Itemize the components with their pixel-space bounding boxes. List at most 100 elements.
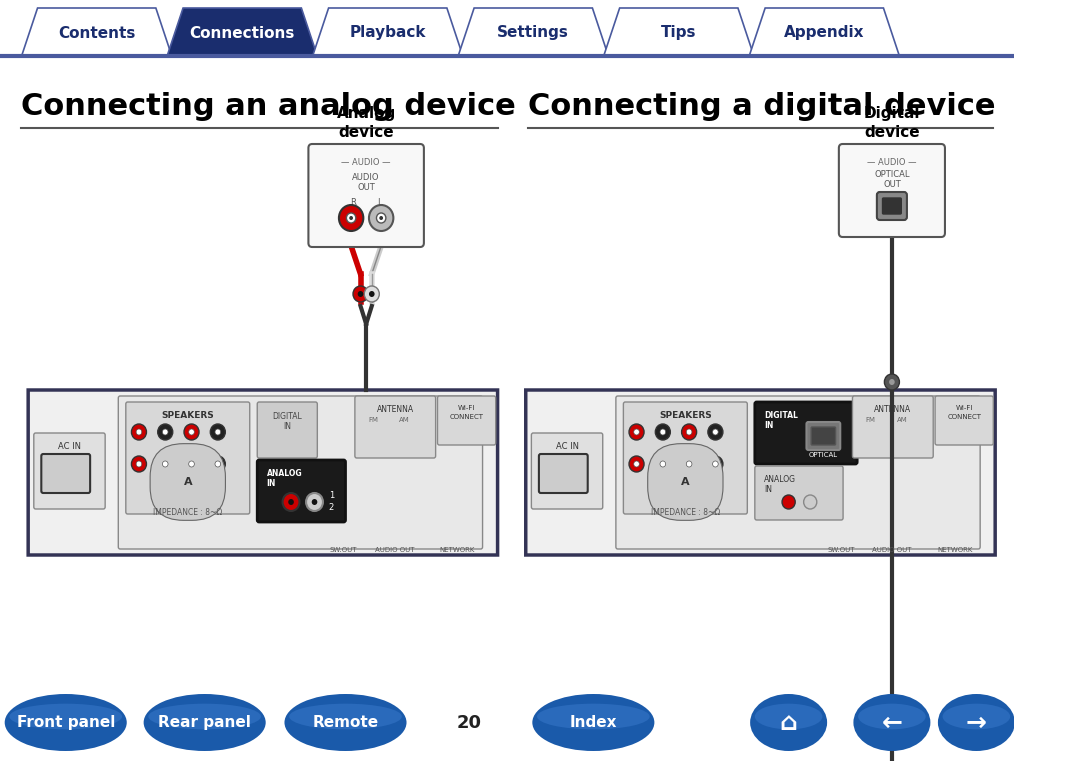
Text: IMPEDANCE : 8~Ω: IMPEDANCE : 8~Ω [153, 508, 222, 517]
Text: 2: 2 [328, 504, 334, 512]
Ellipse shape [289, 704, 402, 729]
Text: ANTENNA: ANTENNA [377, 405, 414, 414]
Circle shape [707, 424, 723, 440]
Circle shape [162, 429, 168, 435]
Text: ⌂: ⌂ [780, 711, 797, 734]
FancyBboxPatch shape [33, 433, 105, 509]
Text: IN: IN [765, 421, 773, 430]
Circle shape [634, 429, 639, 435]
Polygon shape [167, 8, 318, 56]
Circle shape [681, 456, 697, 472]
Text: Contents: Contents [58, 26, 135, 40]
Text: AM: AM [399, 417, 409, 423]
Text: IMPEDANCE : 8~Ω: IMPEDANCE : 8~Ω [651, 508, 720, 517]
Polygon shape [312, 8, 463, 56]
Text: SPEAKERS: SPEAKERS [161, 411, 214, 420]
Ellipse shape [148, 704, 261, 729]
Circle shape [713, 461, 718, 467]
FancyBboxPatch shape [526, 390, 995, 555]
Text: Playback: Playback [350, 26, 426, 40]
Text: Remote: Remote [312, 715, 379, 730]
FancyBboxPatch shape [882, 198, 902, 214]
Circle shape [349, 216, 353, 220]
FancyBboxPatch shape [437, 396, 496, 445]
FancyBboxPatch shape [531, 433, 603, 509]
Text: AUDIO: AUDIO [352, 173, 380, 182]
Circle shape [136, 429, 141, 435]
Ellipse shape [4, 694, 126, 751]
Text: CONNECT: CONNECT [947, 414, 982, 420]
FancyBboxPatch shape [623, 402, 747, 514]
Text: IN: IN [765, 485, 772, 494]
Circle shape [656, 456, 671, 472]
FancyBboxPatch shape [257, 460, 346, 522]
Ellipse shape [937, 694, 1015, 751]
Circle shape [629, 456, 644, 472]
FancyBboxPatch shape [755, 466, 843, 520]
Ellipse shape [532, 694, 654, 751]
Circle shape [162, 461, 168, 467]
Text: — AUDIO —: — AUDIO — [867, 158, 917, 167]
Circle shape [306, 493, 323, 511]
Ellipse shape [144, 694, 266, 751]
Text: AC IN: AC IN [58, 442, 81, 451]
Text: Appendix: Appendix [784, 26, 865, 40]
Circle shape [885, 374, 900, 390]
Text: ANTENNA: ANTENNA [875, 405, 912, 414]
Circle shape [158, 424, 173, 440]
Text: OUT: OUT [883, 180, 901, 189]
Text: AC IN: AC IN [555, 442, 579, 451]
Text: SPEAKERS: SPEAKERS [659, 411, 712, 420]
Circle shape [634, 461, 639, 467]
Text: 20: 20 [457, 714, 482, 731]
FancyBboxPatch shape [839, 144, 945, 237]
Text: IN: IN [283, 422, 292, 431]
Text: WI-FI: WI-FI [956, 405, 973, 411]
Circle shape [357, 291, 363, 297]
Circle shape [211, 456, 226, 472]
FancyBboxPatch shape [119, 396, 483, 549]
Circle shape [339, 205, 363, 231]
Text: — AUDIO —: — AUDIO — [341, 158, 391, 167]
Text: Digital
device: Digital device [864, 107, 920, 140]
Circle shape [132, 456, 147, 472]
Circle shape [686, 429, 692, 435]
Text: OPTICAL: OPTICAL [809, 452, 838, 458]
FancyBboxPatch shape [309, 144, 423, 247]
Text: AM: AM [896, 417, 907, 423]
Text: A: A [681, 477, 690, 487]
FancyBboxPatch shape [755, 402, 858, 464]
Ellipse shape [853, 694, 930, 751]
Text: OUT: OUT [357, 183, 375, 192]
Circle shape [707, 456, 723, 472]
Text: Connecting a digital device: Connecting a digital device [528, 92, 995, 121]
FancyBboxPatch shape [616, 396, 981, 549]
Circle shape [369, 205, 393, 231]
Text: AUDIO OUT: AUDIO OUT [375, 547, 414, 553]
Circle shape [189, 461, 194, 467]
Text: Analog
device: Analog device [337, 107, 395, 140]
Circle shape [215, 429, 220, 435]
Ellipse shape [755, 704, 823, 729]
Circle shape [283, 493, 299, 511]
Circle shape [288, 499, 294, 505]
FancyBboxPatch shape [355, 396, 435, 458]
Circle shape [136, 461, 141, 467]
Circle shape [347, 213, 355, 223]
Text: →: → [966, 711, 987, 734]
Ellipse shape [859, 704, 926, 729]
Ellipse shape [943, 704, 1010, 729]
Ellipse shape [751, 694, 827, 751]
Text: ←: ← [881, 711, 903, 734]
Circle shape [629, 424, 644, 440]
Circle shape [312, 499, 318, 505]
Text: IN: IN [267, 479, 276, 488]
Text: 1: 1 [328, 492, 334, 501]
FancyBboxPatch shape [125, 402, 249, 514]
Text: ANALOG: ANALOG [267, 469, 302, 478]
Circle shape [377, 213, 386, 223]
Text: NETWORK: NETWORK [937, 547, 972, 553]
FancyBboxPatch shape [935, 396, 994, 445]
Polygon shape [750, 8, 900, 56]
Polygon shape [458, 8, 608, 56]
